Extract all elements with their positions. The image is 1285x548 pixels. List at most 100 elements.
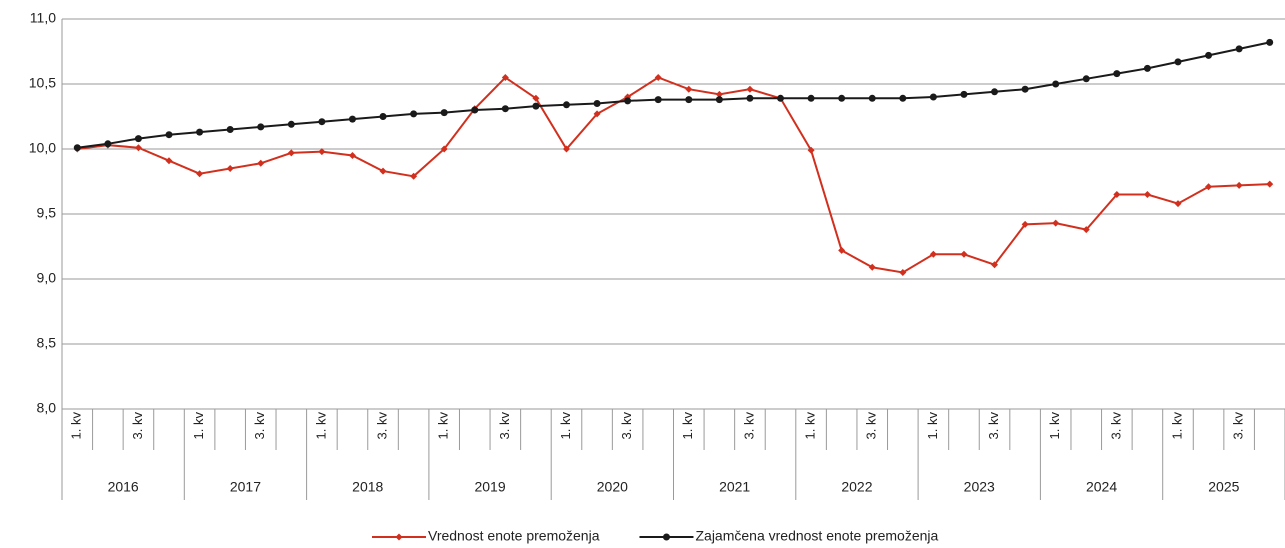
data-point [868, 263, 876, 271]
x-tick-label: 1. kv [803, 412, 818, 440]
legend-label: Zajamčena vrednost enote premoženja [695, 528, 938, 544]
group-label: 2018 [352, 479, 383, 495]
data-point [226, 126, 234, 133]
data-point [899, 269, 907, 276]
data-point [654, 96, 662, 104]
data-point [1082, 226, 1090, 234]
data-point [715, 96, 723, 104]
x-tick-label: 1. kv [558, 412, 573, 440]
y-tick-label: 10,5 [29, 75, 56, 91]
y-tick-label: 9,5 [37, 205, 57, 221]
series-line [77, 76, 1270, 274]
data-point [73, 144, 81, 152]
x-tick-label: 3. kv [497, 412, 512, 440]
data-point [348, 152, 356, 159]
group-label: 2017 [230, 479, 261, 495]
data-point [624, 97, 632, 105]
data-point [1235, 45, 1243, 53]
x-tick-label: 1. kv [925, 412, 940, 440]
x-tick-label: 3. kv [1231, 412, 1246, 440]
data-point [165, 157, 173, 165]
data-point [593, 100, 601, 107]
legend-label: Vrednost enote premoženja [428, 528, 600, 544]
x-tick-label: 3. kv [130, 412, 145, 440]
data-point [838, 246, 846, 254]
data-point [1266, 38, 1274, 46]
y-tick-label: 8,0 [37, 400, 57, 416]
data-point [287, 149, 295, 157]
data-point [1174, 58, 1182, 66]
data-point [1235, 181, 1243, 189]
x-tick-label: 3. kv [864, 412, 879, 440]
group-label: 2024 [1086, 479, 1117, 495]
data-point [440, 109, 448, 117]
data-point [685, 96, 693, 104]
group-label: 2016 [108, 479, 139, 495]
x-tick-label: 1. kv [1047, 412, 1062, 440]
data-point [1052, 219, 1060, 227]
data-point [777, 94, 785, 102]
data-point [379, 113, 387, 120]
data-point [1143, 64, 1151, 72]
data-point [134, 135, 142, 143]
x-tick-label: 1. kv [313, 412, 328, 440]
data-point [807, 146, 815, 154]
data-point [134, 144, 142, 152]
data-point [593, 110, 601, 118]
data-point [196, 170, 204, 178]
group-label: 2023 [964, 479, 995, 495]
data-point [104, 140, 112, 148]
data-point [1052, 80, 1060, 88]
x-tick-label: 3. kv [619, 412, 634, 440]
data-point [532, 102, 540, 110]
data-point [562, 101, 570, 109]
data-point [379, 167, 387, 175]
legend-marker [662, 533, 670, 541]
x-tick-label: 1. kv [680, 412, 695, 440]
data-point [807, 94, 815, 102]
data-point [318, 148, 326, 156]
y-tick-label: 9,0 [37, 270, 57, 286]
group-label: 2020 [597, 479, 628, 495]
data-point [562, 145, 570, 153]
data-point [318, 118, 326, 126]
x-tick-label: 3. kv [1108, 412, 1123, 440]
data-point [257, 123, 265, 131]
data-point [929, 250, 937, 258]
x-tick-label: 3. kv [374, 412, 389, 440]
data-point [257, 159, 265, 167]
data-point [1174, 200, 1182, 208]
data-point [991, 88, 999, 96]
data-point [1266, 180, 1274, 188]
data-point [501, 105, 509, 113]
data-point [1205, 183, 1213, 191]
legend-marker [395, 533, 403, 541]
data-point [654, 74, 662, 81]
data-point [1143, 191, 1151, 198]
group-label: 2025 [1208, 479, 1239, 495]
data-point [1113, 70, 1121, 78]
data-point [746, 85, 754, 93]
x-tick-label: 1. kv [436, 412, 451, 440]
data-point [471, 106, 479, 114]
group-label: 2022 [841, 479, 872, 495]
data-point [1021, 85, 1029, 93]
data-point [960, 90, 968, 98]
group-label: 2021 [719, 479, 750, 495]
x-tick-label: 3. kv [741, 412, 756, 440]
data-point [929, 93, 937, 101]
data-point [165, 131, 173, 139]
data-point [348, 115, 356, 123]
data-point [899, 94, 907, 102]
data-point [868, 94, 876, 102]
data-point [685, 85, 693, 93]
data-point [960, 250, 968, 258]
data-point [1082, 75, 1090, 83]
data-point [501, 74, 509, 81]
data-point [410, 172, 418, 180]
group-label: 2019 [474, 479, 505, 495]
data-point [715, 90, 723, 98]
data-point [532, 94, 540, 102]
x-tick-label: 3. kv [252, 412, 267, 440]
